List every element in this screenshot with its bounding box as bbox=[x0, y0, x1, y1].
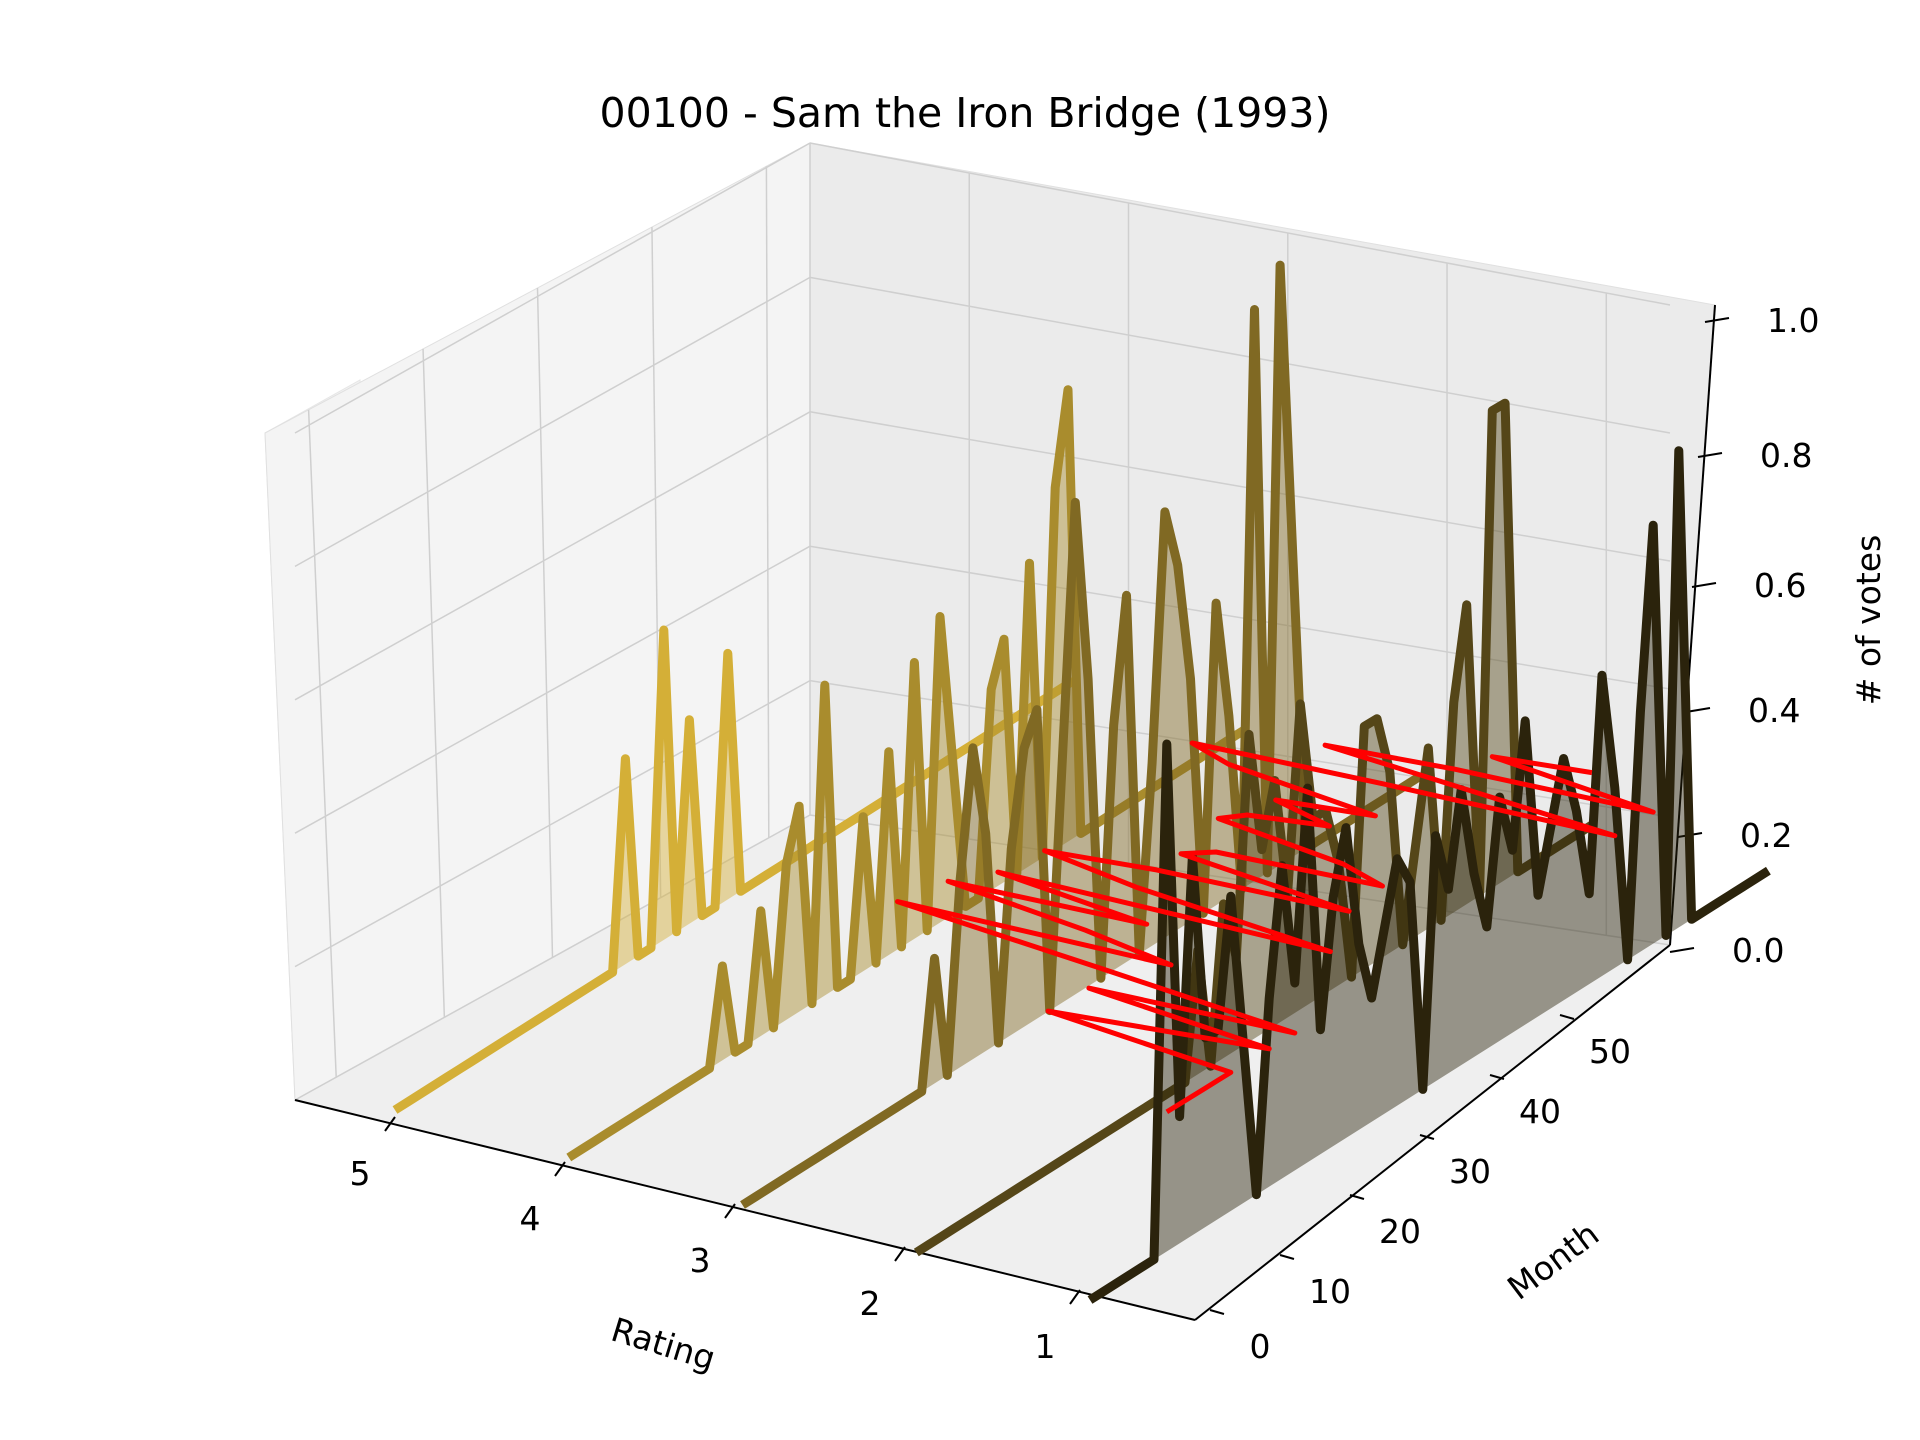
z-gridline-back bbox=[809, 142, 1671, 306]
rating-gridline-side bbox=[422, 348, 446, 1018]
series-line-rating-5 bbox=[392, 625, 1076, 1114]
z-tick-label: 1.0 bbox=[1767, 301, 1819, 340]
z-tick-mark bbox=[1704, 317, 1730, 323]
trend-line bbox=[895, 740, 1656, 1115]
x-axis-line bbox=[294, 1099, 1196, 1321]
z-axis-line bbox=[1669, 304, 1716, 946]
z-gridline-back bbox=[809, 411, 1671, 562]
rating-gridline-side bbox=[307, 409, 337, 1078]
x-tick-mark bbox=[1069, 1289, 1081, 1305]
z-tick-label: 0.6 bbox=[1754, 566, 1806, 605]
y-tick-label: 30 bbox=[1449, 1152, 1491, 1191]
z-tick-label: 0.2 bbox=[1740, 816, 1792, 855]
x-tick-mark bbox=[894, 1246, 906, 1262]
y-tick-mark bbox=[1279, 1254, 1295, 1260]
z-gridline-side bbox=[294, 411, 811, 701]
y-tick-mark bbox=[1559, 1014, 1575, 1020]
y-axis-line bbox=[1194, 944, 1671, 1321]
z-tick-label: 0.0 bbox=[1732, 931, 1784, 970]
z-tick-label: 0.4 bbox=[1748, 691, 1800, 730]
z-gridline-side bbox=[294, 545, 811, 834]
y-tick-mark bbox=[1349, 1194, 1365, 1200]
z-gridline-back bbox=[809, 276, 1671, 434]
x-tick-label: 2 bbox=[860, 1284, 881, 1323]
z-tick-mark bbox=[1691, 582, 1717, 588]
x-tick-label: 4 bbox=[520, 1199, 541, 1238]
series-line-rating-2 bbox=[913, 398, 1598, 1257]
y-tick-label: 10 bbox=[1309, 1272, 1351, 1311]
z-gridline-side bbox=[294, 276, 811, 568]
axes bbox=[294, 304, 1730, 1321]
z-tick-label: 0.8 bbox=[1760, 436, 1812, 475]
z-gridline-side bbox=[294, 142, 811, 434]
y-tick-mark bbox=[1419, 1134, 1435, 1140]
y-tick-label: 0 bbox=[1250, 1327, 1271, 1366]
series-line-rating-1 bbox=[1087, 446, 1771, 1304]
y-tick-label: 40 bbox=[1519, 1092, 1561, 1131]
x-tick-label: 3 bbox=[690, 1241, 711, 1280]
chart-title: 00100 - Sam the Iron Bridge (1993) bbox=[600, 89, 1331, 137]
x-tick-mark bbox=[384, 1116, 396, 1132]
rating-gridline-side bbox=[765, 166, 770, 838]
x-tick-label: 1 bbox=[1035, 1327, 1056, 1366]
x-tick-mark bbox=[554, 1161, 566, 1177]
series-fill-rating-5 bbox=[395, 630, 1074, 1110]
x-tick-label: 5 bbox=[350, 1154, 371, 1193]
y-tick-label: 20 bbox=[1379, 1212, 1421, 1251]
rating-gridline-side bbox=[536, 287, 554, 958]
series-layer bbox=[392, 260, 1771, 1304]
x-tick-mark bbox=[724, 1203, 736, 1219]
y-tick-mark bbox=[1209, 1309, 1225, 1315]
z-tick-mark bbox=[1697, 452, 1723, 458]
z-gridline-back bbox=[809, 545, 1671, 690]
y-tick-label: 50 bbox=[1589, 1032, 1631, 1071]
z-axis-label: # of votes bbox=[1849, 535, 1888, 706]
z-tick-mark bbox=[1669, 947, 1695, 953]
y-tick-mark bbox=[1489, 1074, 1505, 1080]
